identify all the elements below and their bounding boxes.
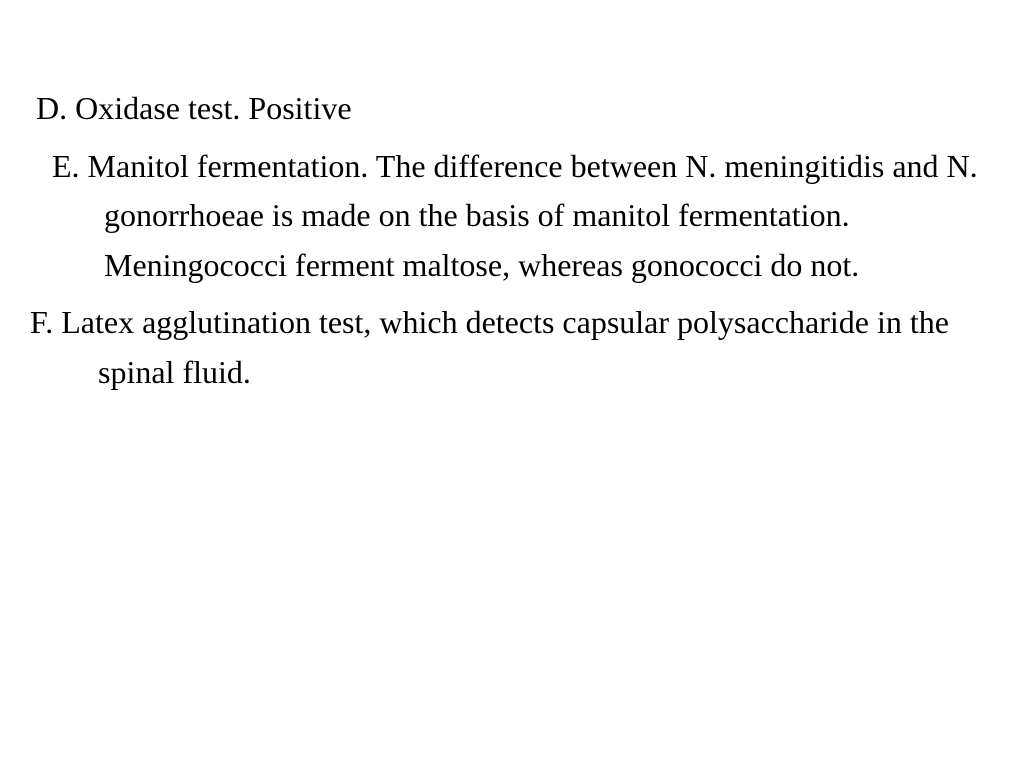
item-letter: F. [30, 304, 53, 340]
list-item: E. Manitol fermentation. The difference … [36, 142, 994, 291]
item-letter: D. [36, 90, 67, 126]
item-text: Latex agglutination test, which detects … [61, 304, 949, 390]
list-item: F. Latex agglutination test, which detec… [30, 298, 994, 397]
list-item: D. Oxidase test. Positive [36, 84, 994, 134]
item-letter: E. [52, 148, 80, 184]
item-text: Oxidase test. Positive [75, 90, 351, 126]
item-text: Manitol fermentation. The difference bet… [88, 148, 978, 283]
slide-content: D. Oxidase test. Positive E. Manitol fer… [0, 0, 1024, 398]
